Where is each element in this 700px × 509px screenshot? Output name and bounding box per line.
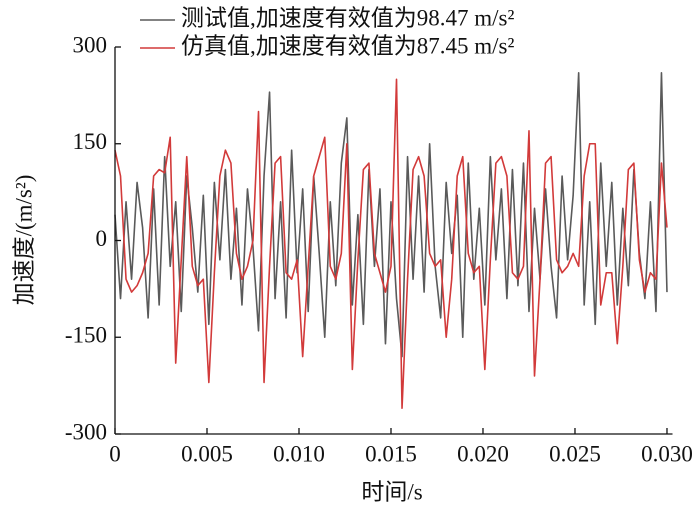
x-tick-label: 0.020 (457, 441, 509, 466)
x-tick-label: 0 (109, 441, 121, 466)
y-tick-label: 0 (96, 226, 108, 251)
legend-label: 仿真值,加速度有效值为87.45 m/s² (181, 33, 514, 58)
data-line (114, 78, 668, 409)
legend-label: 测试值,加速度有效值为98.47 m/s² (181, 5, 514, 30)
x-tick-label: 0.005 (181, 441, 233, 466)
y-tick-label: 150 (73, 129, 108, 154)
y-axis-label: 加速度/(m/s²) (11, 175, 36, 306)
x-tick-label: 0.015 (365, 441, 417, 466)
x-tick-label: 0.010 (273, 441, 325, 466)
data-line (114, 72, 668, 358)
x-axis-label: 时间/s (361, 479, 422, 504)
x-tick-label: 0.025 (549, 441, 601, 466)
y-tick-label: 300 (73, 32, 108, 57)
x-tick-label: 0.030 (641, 441, 693, 466)
y-tick-label: -150 (65, 323, 107, 348)
y-tick-label: -300 (65, 419, 107, 444)
